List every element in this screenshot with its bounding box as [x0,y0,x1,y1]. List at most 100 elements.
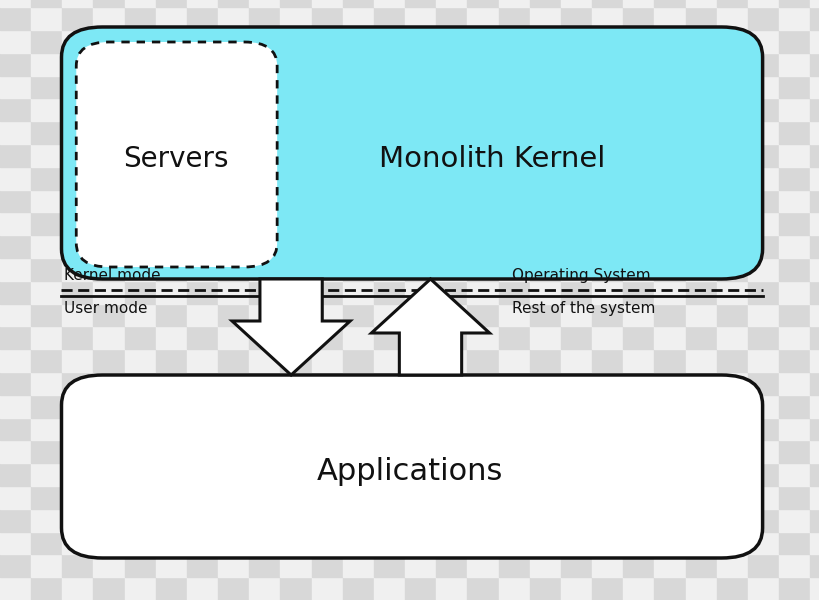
Bar [124,167,156,190]
Bar [311,486,342,509]
Bar [124,212,156,235]
Bar [249,190,280,212]
Bar [218,98,249,121]
Bar [529,0,560,7]
Bar [311,326,342,349]
Bar [342,212,373,235]
Bar [342,167,373,190]
Bar [373,235,405,258]
Bar [311,577,342,600]
Bar [622,212,654,235]
Bar [0,98,31,121]
Bar [685,212,716,235]
Bar [93,372,124,395]
Bar [62,212,93,235]
Bar [467,53,498,76]
Bar [716,486,747,509]
Bar [280,7,311,30]
Bar [249,463,280,486]
Bar [0,7,31,30]
Bar [31,190,62,212]
Bar [93,121,124,144]
Bar [591,98,622,121]
Bar [747,509,778,532]
Bar [809,440,819,463]
Bar [187,304,218,326]
Bar [436,281,467,304]
Bar [809,577,819,600]
FancyBboxPatch shape [61,27,762,279]
Bar [716,258,747,281]
Bar [529,121,560,144]
Bar [280,258,311,281]
Bar [747,577,778,600]
Bar [405,53,436,76]
Bar [622,418,654,440]
Bar [498,30,529,53]
Bar [498,281,529,304]
Bar [124,395,156,418]
Bar [591,349,622,372]
Bar [93,258,124,281]
Bar [809,326,819,349]
Text: Kernel mode: Kernel mode [64,268,161,283]
Bar [560,463,591,486]
Bar [249,0,280,7]
Bar [560,258,591,281]
Bar [187,98,218,121]
Bar [560,440,591,463]
Bar [778,281,809,304]
Bar [62,121,93,144]
Bar [685,554,716,577]
Bar [467,167,498,190]
Bar [560,418,591,440]
Bar [560,53,591,76]
Polygon shape [371,279,489,375]
Bar [654,440,685,463]
Bar [62,53,93,76]
Bar [685,372,716,395]
Bar [436,509,467,532]
Bar [560,121,591,144]
Bar [467,144,498,167]
Bar [654,98,685,121]
Bar [747,395,778,418]
Bar [249,76,280,98]
Bar [591,30,622,53]
Bar [436,577,467,600]
Bar [373,440,405,463]
Bar [685,144,716,167]
Bar [187,235,218,258]
Bar [498,190,529,212]
Bar [311,76,342,98]
Bar [529,30,560,53]
Bar [373,30,405,53]
Bar [654,532,685,554]
Bar [747,144,778,167]
Bar [467,212,498,235]
Bar [156,76,187,98]
Bar [436,30,467,53]
Bar [342,30,373,53]
Bar [124,235,156,258]
Bar [124,190,156,212]
Bar [654,76,685,98]
Bar [622,76,654,98]
Bar [498,304,529,326]
Bar [498,349,529,372]
Bar [187,577,218,600]
Bar [809,76,819,98]
Bar [373,167,405,190]
Bar [747,30,778,53]
Bar [62,235,93,258]
Bar [778,190,809,212]
Bar [93,53,124,76]
Bar [405,144,436,167]
Bar [280,486,311,509]
Bar [778,486,809,509]
Bar [436,212,467,235]
Bar [560,509,591,532]
Polygon shape [232,279,350,375]
Bar [0,304,31,326]
Bar [187,30,218,53]
